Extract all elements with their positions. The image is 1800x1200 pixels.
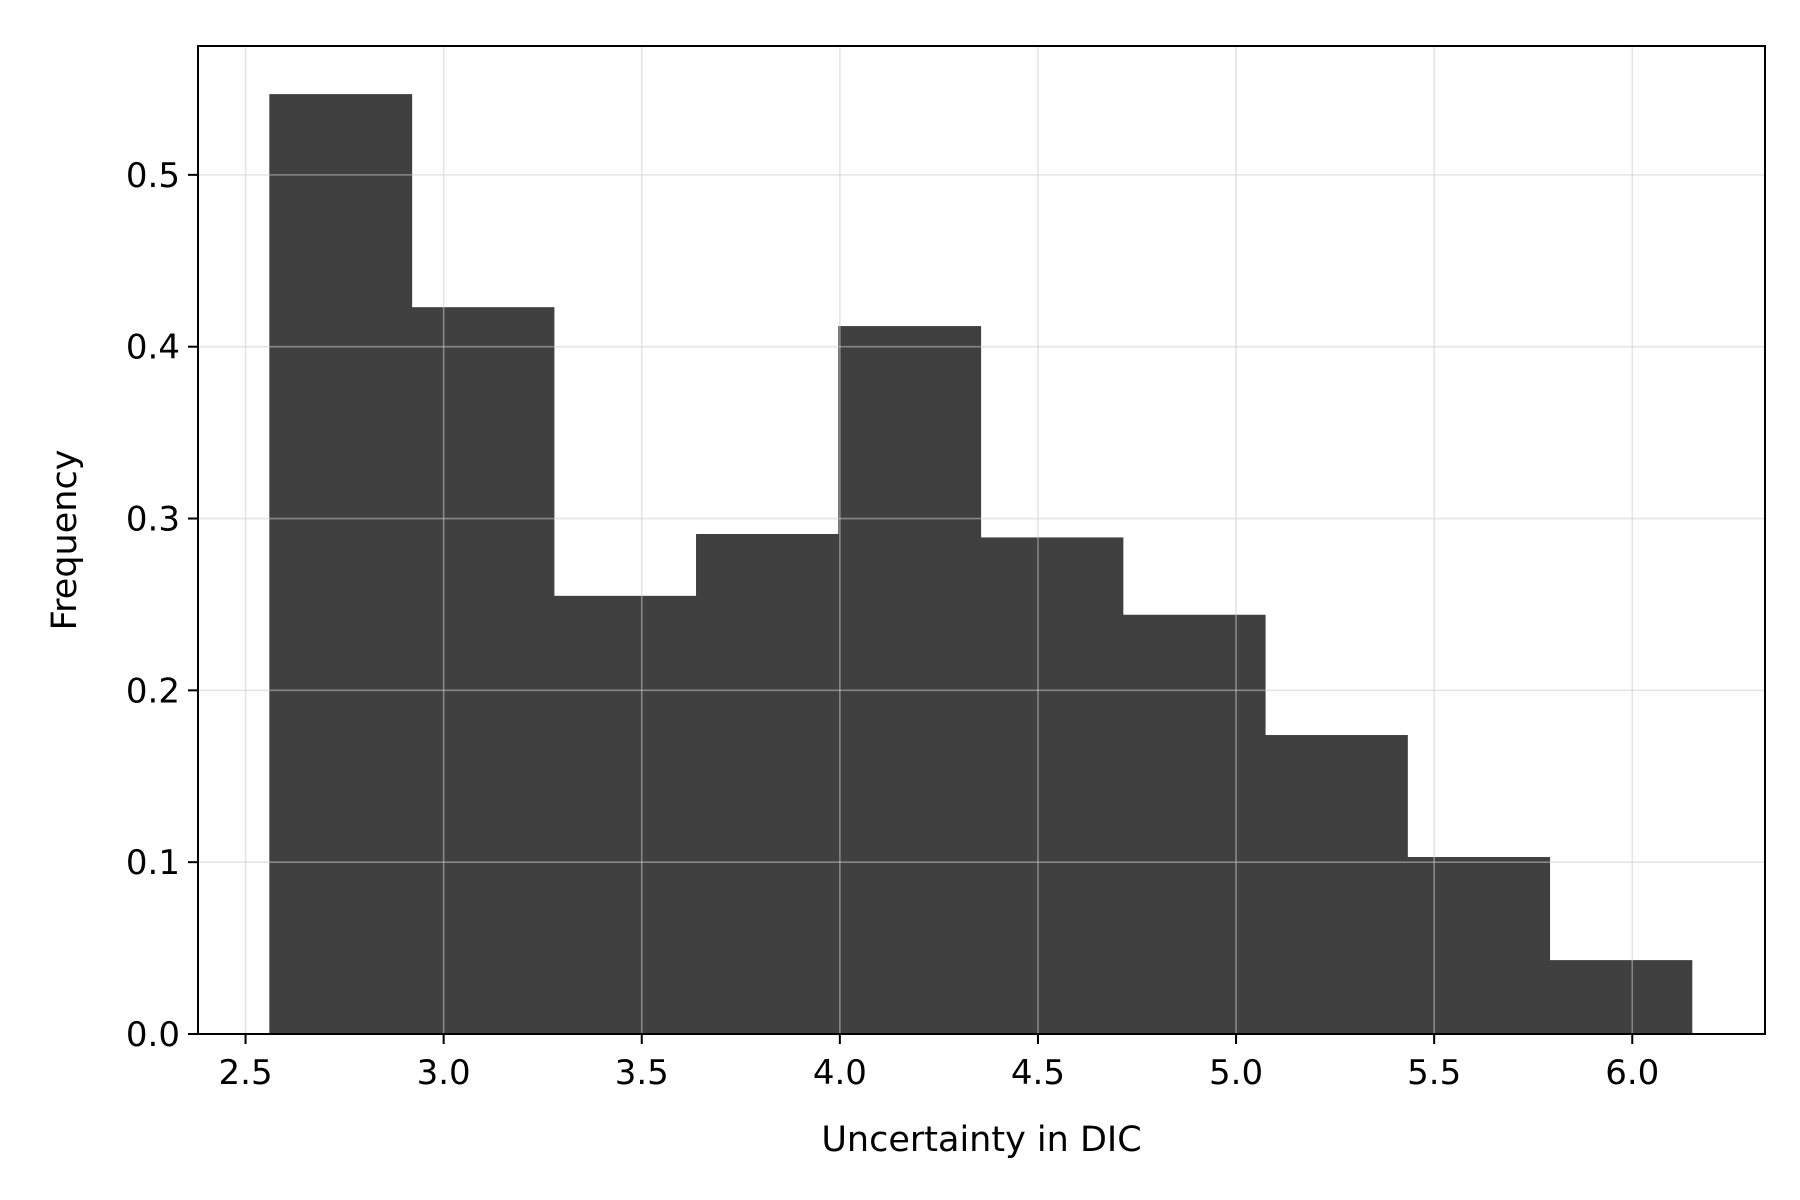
y-axis-label: Frequency <box>45 450 85 631</box>
x-tick-label-4: 4.0 <box>813 1053 867 1093</box>
histogram-bar-5 <box>838 326 982 1034</box>
y-tick-label-5: 0.4 <box>126 328 180 368</box>
plot-frame <box>197 45 1766 1035</box>
y-axis-ticks: 0.0 0.1 0.2 0.3 0.4 0.5 <box>126 156 198 1055</box>
histogram-bar-6 <box>980 537 1124 1034</box>
histogram-bar-3 <box>553 595 697 1034</box>
x-tick-label-8: 6.0 <box>1605 1053 1659 1093</box>
histogram-bar-4 <box>696 533 839 1034</box>
histogram-bar-9 <box>1407 857 1551 1034</box>
plot-area <box>197 45 1766 1035</box>
x-tick-label-3: 3.5 <box>615 1053 669 1093</box>
x-tick-label-6: 5.0 <box>1209 1053 1263 1093</box>
histogram-bar-2 <box>411 307 555 1034</box>
x-axis-label: Uncertainty in DIC <box>821 1120 1141 1160</box>
y-tick-label-6: 0.5 <box>126 156 180 196</box>
y-tick-label-1: 0.0 <box>126 1015 180 1055</box>
histogram-bars <box>269 94 1693 1034</box>
histogram-bar-7 <box>1122 614 1266 1034</box>
x-tick-label-1: 2.5 <box>219 1053 273 1093</box>
x-tick-label-5: 4.5 <box>1011 1053 1065 1093</box>
x-axis-ticks: 2.5 3.0 3.5 4.0 4.5 5.0 5.5 6.0 <box>219 1034 1659 1093</box>
histogram-bar-8 <box>1264 735 1408 1034</box>
y-tick-label-2: 0.1 <box>126 843 180 883</box>
y-tick-label-4: 0.3 <box>126 500 180 540</box>
histogram-bar-1 <box>269 94 413 1034</box>
y-tick-label-3: 0.2 <box>126 671 180 711</box>
x-tick-label-2: 3.0 <box>417 1053 471 1093</box>
x-tick-label-7: 5.5 <box>1407 1053 1461 1093</box>
histogram-bar-10 <box>1549 960 1693 1034</box>
